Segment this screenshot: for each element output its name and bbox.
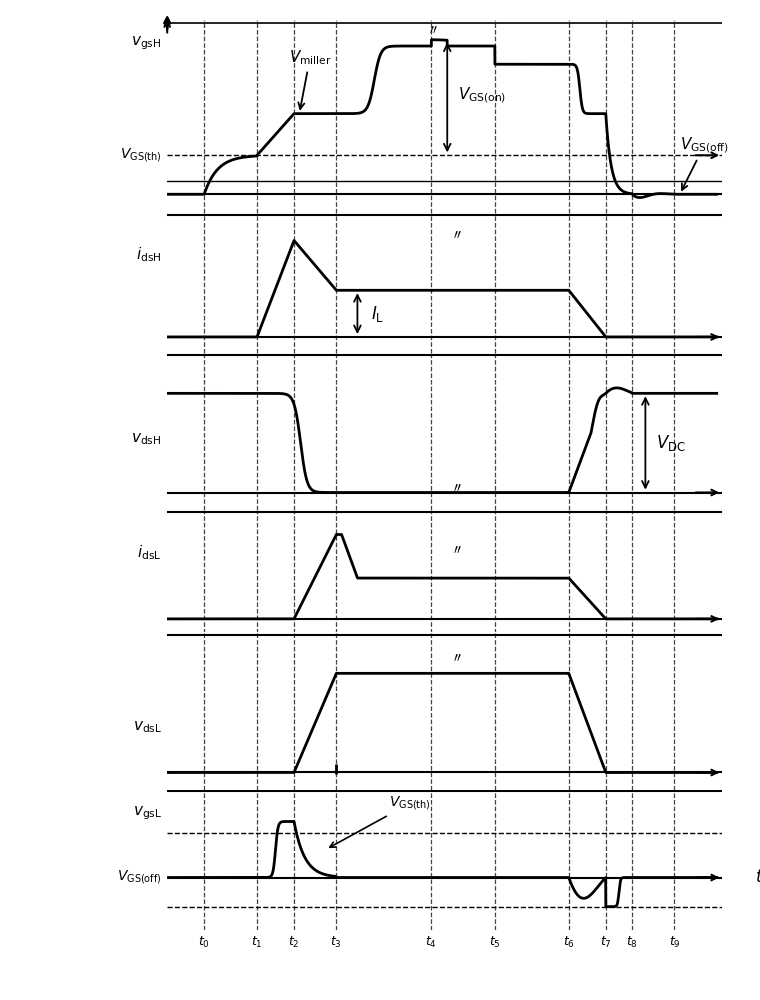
Text: $i_{\mathrm{dsH}}$: $i_{\mathrm{dsH}}$ — [136, 245, 162, 264]
Text: $V_{\mathrm{GS(th)}}$: $V_{\mathrm{GS(th)}}$ — [330, 794, 431, 847]
Text: $V_{\mathrm{GS(on)}}$: $V_{\mathrm{GS(on)}}$ — [458, 86, 506, 105]
Text: $t_0$: $t_0$ — [198, 935, 210, 950]
Text: $\prime\prime$: $\prime\prime$ — [454, 650, 463, 664]
Text: $t_6$: $t_6$ — [563, 935, 575, 950]
Text: $t_5$: $t_5$ — [489, 935, 501, 950]
Text: $t$: $t$ — [755, 868, 760, 886]
Text: $V_{\mathrm{GS(off)}}$: $V_{\mathrm{GS(off)}}$ — [117, 868, 162, 886]
Text: $t_7$: $t_7$ — [600, 935, 612, 950]
Text: $t_4$: $t_4$ — [426, 935, 437, 950]
Text: $\prime\prime$: $\prime\prime$ — [429, 22, 439, 36]
Text: $t_2$: $t_2$ — [288, 935, 299, 950]
Text: $V_{\mathrm{miller}}$: $V_{\mathrm{miller}}$ — [289, 48, 331, 109]
Text: $V_{\mathrm{DC}}$: $V_{\mathrm{DC}}$ — [656, 433, 686, 453]
Text: $v_{\mathrm{dsL}}$: $v_{\mathrm{dsL}}$ — [132, 719, 162, 735]
Text: $\prime\prime$: $\prime\prime$ — [454, 542, 463, 556]
Text: $v_{\mathrm{gsH}}$: $v_{\mathrm{gsH}}$ — [131, 34, 162, 52]
Text: $v_{\mathrm{gsL}}$: $v_{\mathrm{gsL}}$ — [132, 805, 162, 822]
Text: $t_8$: $t_8$ — [626, 935, 638, 950]
Text: $t_9$: $t_9$ — [669, 935, 680, 950]
Text: $\prime\prime$: $\prime\prime$ — [454, 227, 463, 241]
Text: $I_{\mathrm{L}}$: $I_{\mathrm{L}}$ — [371, 304, 384, 324]
Text: $V_{\mathrm{GS(off)}}$: $V_{\mathrm{GS(off)}}$ — [679, 136, 729, 190]
Text: $t_1$: $t_1$ — [252, 935, 263, 950]
Text: $V_{\mathrm{GS(th)}}$: $V_{\mathrm{GS(th)}}$ — [120, 146, 162, 164]
Text: $\prime\prime$: $\prime\prime$ — [454, 480, 463, 494]
Text: $t_3$: $t_3$ — [331, 935, 342, 950]
Text: $v_{\mathrm{dsH}}$: $v_{\mathrm{dsH}}$ — [131, 431, 162, 447]
Text: $i_{\mathrm{dsL}}$: $i_{\mathrm{dsL}}$ — [138, 544, 162, 562]
